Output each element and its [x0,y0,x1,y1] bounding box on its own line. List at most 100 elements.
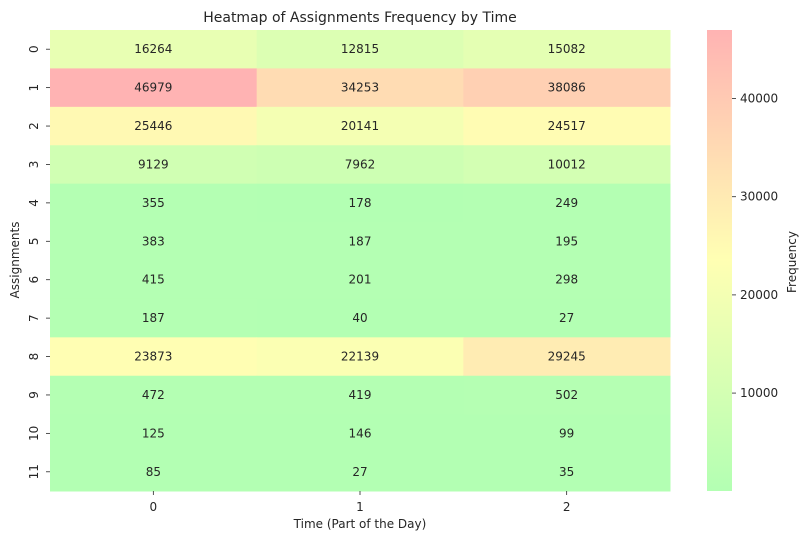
cell-value-label: 46979 [134,81,172,95]
heatmap-cell [256,145,464,185]
heatmap-cell [463,106,671,146]
heatmap-cell [256,375,464,415]
cell-value-label: 29245 [548,350,586,364]
heatmap-cell [256,68,464,108]
cell-value-label: 20141 [341,119,379,133]
cell-value-label: 178 [349,196,372,210]
heatmap-cell [463,183,671,223]
colorbar-tick-label: 10000 [740,386,778,400]
cell-value-label: 85 [146,465,161,479]
cell-value-label: 187 [349,234,372,248]
cell-value-label: 40 [352,311,367,325]
heatmap-cell [463,222,671,261]
cell-value-label: 12815 [341,42,379,56]
heatmap-cell [256,452,464,492]
y-tick-label: 11 [27,464,41,479]
y-axis-ticks: 0 1 2 3 4 5 6 7 8 9 10 11 [27,45,50,479]
cell-value-label: 355 [142,196,165,210]
heatmap-cell [50,222,258,261]
heatmap-cell [256,337,464,377]
heatmap-cell [463,375,671,415]
y-tick-label: 4 [27,199,41,207]
chart-title: Heatmap of Assignments Frequency by Time [203,10,517,26]
heatmap-cell [50,414,258,454]
heatmap-cell [256,298,464,338]
heatmap-cells [50,30,671,492]
heatmap-cell [463,68,671,108]
cell-value-label: 35 [559,465,574,479]
x-tick-label: 0 [150,500,158,514]
cell-value-label: 472 [142,388,165,402]
heatmap-cell [463,414,671,454]
cell-value-label: 125 [142,426,165,440]
heatmap-cell [50,260,258,300]
cell-value-label: 383 [142,234,165,248]
colorbar-label: Frequency [785,231,799,293]
heatmap-cell [50,452,258,492]
y-tick-label: 1 [27,84,41,92]
y-tick-label: 10 [27,426,41,441]
heatmap-cell [50,106,258,146]
cell-value-label: 298 [555,273,578,287]
heatmap-cell [463,298,671,338]
heatmap-cell [463,145,671,185]
colorbar-ticks: 10000 20000 30000 40000 [732,92,778,400]
cell-value-label: 15082 [548,42,586,56]
colorbar-tick-label: 30000 [740,190,778,204]
x-tick-label: 2 [563,500,571,514]
cell-value-label: 25446 [134,119,172,133]
heatmap-cell [50,375,258,415]
heatmap-cell [50,183,258,223]
y-tick-label: 8 [27,353,41,361]
colorbar-tick-label: 20000 [740,288,778,302]
cell-value-label: 23873 [134,350,172,364]
y-tick-label: 9 [27,391,41,399]
y-tick-label: 6 [27,276,41,284]
cell-value-label: 146 [349,426,372,440]
x-axis-label: Time (Part of the Day) [293,517,427,531]
heatmap-cell [463,337,671,377]
cell-value-label: 419 [349,388,372,402]
x-axis-ticks: 0 1 2 [150,491,571,514]
heatmap-cell [256,260,464,300]
y-tick-label: 2 [27,122,41,130]
y-axis-label: Assignments [8,222,22,299]
x-tick-label: 1 [356,500,364,514]
colorbar [707,30,732,491]
heatmap-cell [50,337,258,377]
y-tick-label: 5 [27,237,41,245]
cell-value-label: 201 [349,273,372,287]
cell-value-label: 9129 [138,157,169,171]
heatmap-cell [256,106,464,146]
heatmap-cell [463,452,671,492]
heatmap-cell [256,414,464,454]
cell-value-label: 16264 [134,42,172,56]
heatmap-cell [256,222,464,261]
cell-value-label: 415 [142,273,165,287]
heatmap-cell [50,145,258,185]
cell-value-label: 502 [555,388,578,402]
cell-value-label: 187 [142,311,165,325]
heatmap-cell [50,30,258,69]
heatmap-cell [256,30,464,69]
heatmap-cell [463,30,671,69]
colorbar-tick-label: 40000 [740,92,778,106]
heatmap-cell [256,183,464,223]
cell-value-label: 24517 [548,119,586,133]
cell-value-label: 7962 [345,157,376,171]
y-tick-label: 0 [27,45,41,53]
cell-value-label: 10012 [548,157,586,171]
cell-value-label: 27 [352,465,367,479]
cell-value-label: 27 [559,311,574,325]
heatmap-cell [50,68,258,108]
cell-value-label: 249 [555,196,578,210]
cell-value-label: 38086 [548,81,586,95]
y-tick-label: 7 [27,314,41,322]
cell-value-label: 22139 [341,350,379,364]
y-tick-label: 3 [27,161,41,169]
cell-value-label: 195 [555,234,578,248]
heatmap-cell [50,298,258,338]
cell-value-label: 34253 [341,81,379,95]
